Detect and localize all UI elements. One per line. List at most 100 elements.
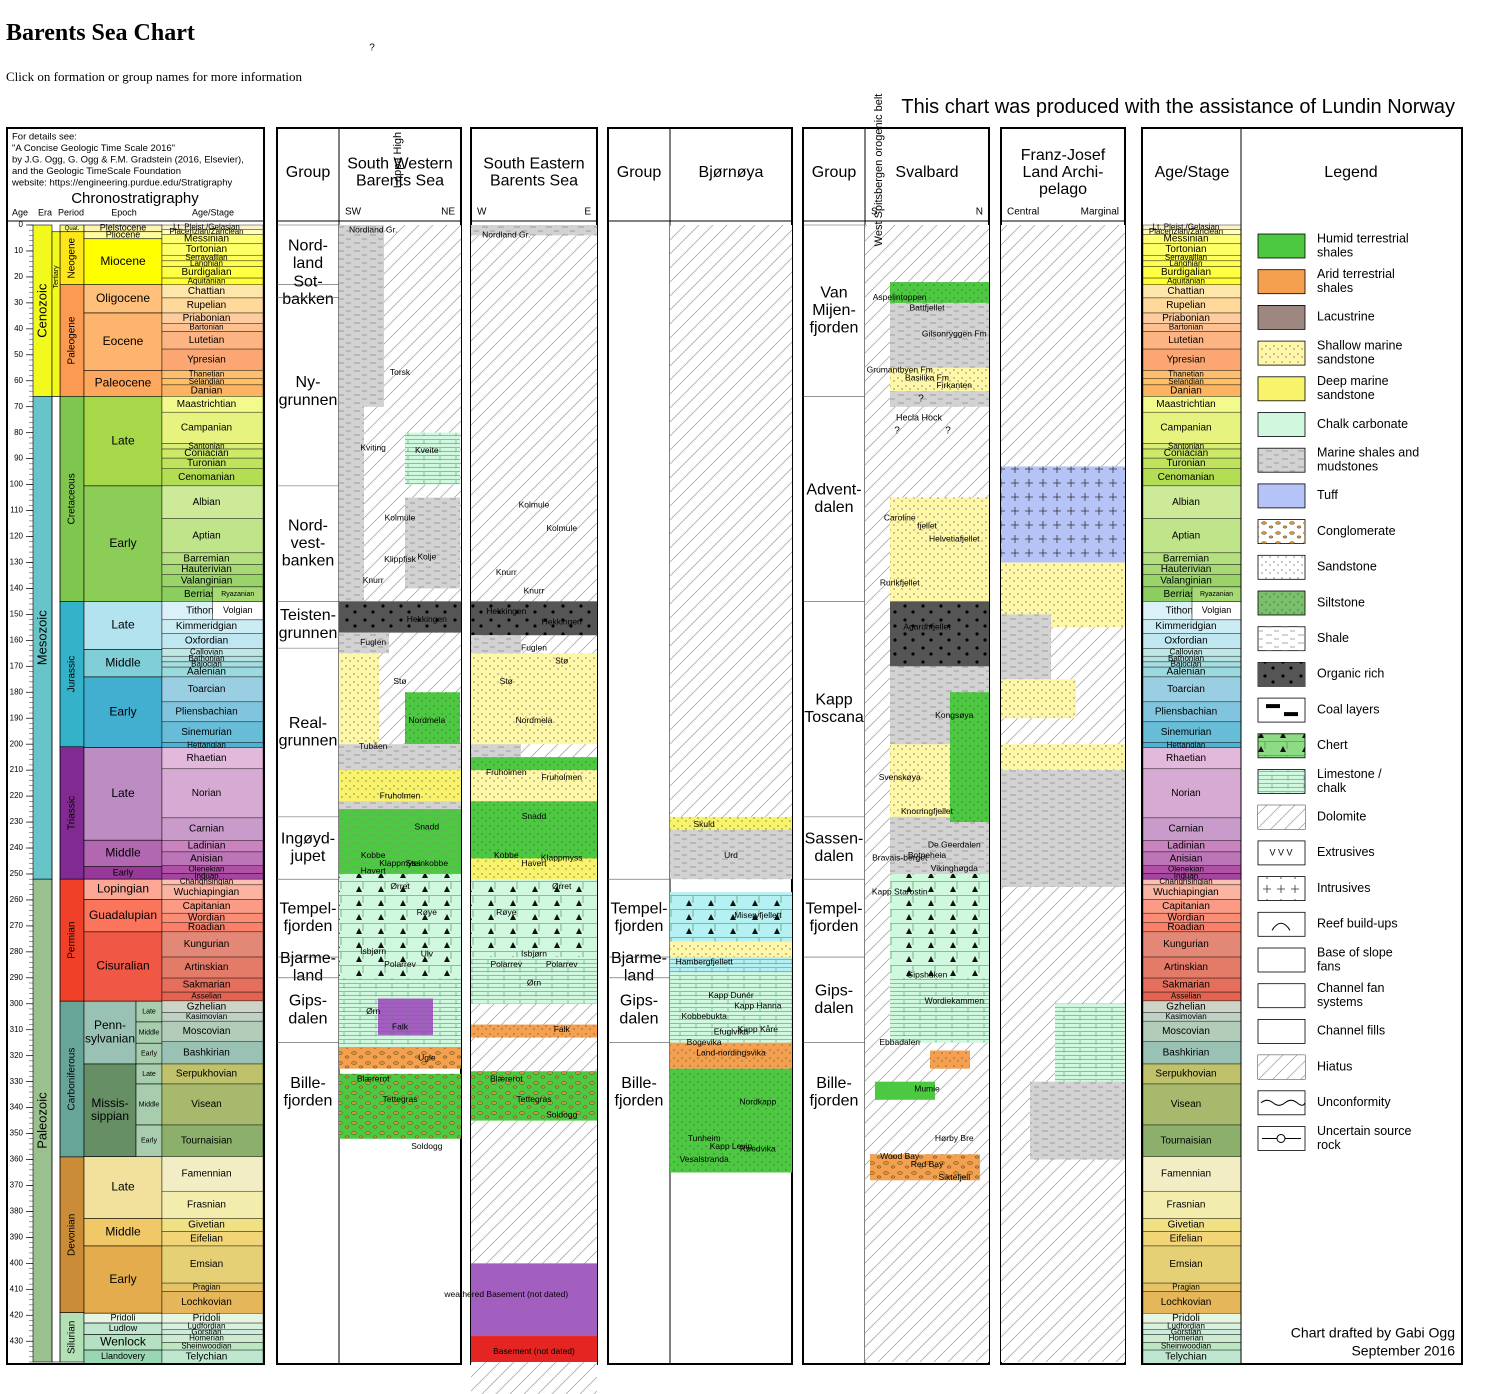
group-name[interactable]: Tempel- [280,901,337,918]
formation-name[interactable]: Kobbe [494,850,519,860]
group-name[interactable]: Advent- [806,481,861,498]
formation-name[interactable]: Tettegras [517,1094,552,1104]
group-name[interactable]: Sot- [293,274,322,291]
formation-name[interactable]: Mumie [914,1084,940,1094]
formation-name[interactable]: Kobbebukta [681,1011,727,1021]
formation-name[interactable]: Fuglen [360,637,386,647]
formation-name[interactable]: Ørret [552,881,572,891]
group-name[interactable]: Tempel- [611,901,668,918]
group-name[interactable]: fjorden [284,918,333,935]
formation-name[interactable]: Klappmyss [379,858,421,868]
formation-name[interactable]: Ebbadalen [879,1037,920,1047]
formation-name[interactable]: Røye [496,907,517,917]
formation-name[interactable]: Kobbe [361,850,386,860]
formation-name[interactable]: Basement (not dated) [493,1346,575,1356]
group-name[interactable]: dalen [814,1000,853,1017]
formation-name[interactable]: Urd [724,850,738,860]
formation-name[interactable]: Falk [554,1024,571,1034]
group-name[interactable]: land [624,967,654,984]
group-name[interactable]: vest- [291,535,326,552]
formation-name[interactable]: Havert [521,858,547,868]
formation-name[interactable]: Klappmyss [541,853,583,863]
group-name[interactable]: Ingøyd- [281,830,335,847]
formation-name[interactable]: Ugle [418,1053,436,1063]
group-name[interactable]: Gips- [620,993,658,1010]
group-name[interactable]: Gips- [289,993,327,1010]
formation-name[interactable]: Fruholmen [380,790,421,800]
formation-name[interactable]: Falk [392,1021,409,1031]
group-name[interactable]: Van [820,284,847,301]
formation-name[interactable]: Knorringfjellet [901,806,954,816]
formation-name[interactable]: Klippfisk [384,554,416,564]
formation-name[interactable]: Kapp Kåre [738,1024,778,1034]
formation-name[interactable]: Fruholmen [486,767,527,777]
group-name[interactable]: Sassen- [805,830,864,847]
group-name[interactable]: Tempel- [806,901,863,918]
formation-name[interactable]: Tettegras [383,1094,418,1104]
group-name[interactable]: jupet [290,848,326,865]
formation-name[interactable]: Isbjørn [360,946,386,956]
formation-name[interactable]: Kolmule [385,513,416,523]
group-name[interactable]: Toscana [804,709,864,726]
formation-name[interactable]: Kapp Dunér [708,990,754,1000]
formation-name[interactable]: Stø [555,655,568,665]
formation-name[interactable]: Rurikfjellet [880,577,920,587]
formation-name[interactable]: Land-nordingsvika [696,1047,766,1057]
formation-name[interactable]: Kviting [360,442,386,452]
formation-name[interactable]: Ørn [366,1006,380,1016]
formation-name[interactable]: Soldogg [411,1141,442,1151]
formation-name[interactable]: Caroline [884,513,916,523]
group-name[interactable]: grunnen [279,625,338,642]
formation-name[interactable]: Ulv [421,949,434,959]
formation-name[interactable]: Agardhfjellet [903,622,951,632]
group-name[interactable]: fjorden [810,1093,859,1110]
formation-name[interactable]: Siktefjell [938,1172,970,1182]
formation-name[interactable]: Havert [361,866,387,876]
formation-name[interactable]: Steinkobbe [406,858,449,868]
formation-name[interactable]: Red Bay [911,1159,944,1169]
formation-name[interactable]: Kongsøya [935,710,974,720]
group-name[interactable]: Nord- [288,517,328,534]
formation-name[interactable]: Nordland Gr. [482,230,530,240]
formation-name[interactable]: Knurr [363,575,384,585]
formation-name[interactable]: Røye [417,907,438,917]
formation-name[interactable]: Tubåen [359,741,388,751]
formation-name[interactable]: Fuglen [521,642,547,652]
formation-name[interactable]: Wordiekammen [925,995,985,1005]
formation-name[interactable]: Blærerot [357,1073,390,1083]
formation-name[interactable]: Botneheia [908,850,947,860]
formation-name[interactable]: Kapp Starostin [872,886,928,896]
formation-name[interactable]: Polarrev [546,959,578,969]
group-name[interactable]: Nord- [288,237,328,254]
group-name[interactable]: bakken [282,291,334,308]
formation-name[interactable]: Svenskøya [879,772,921,782]
formation-name[interactable]: Aspelintoppen [873,292,927,302]
formation-name[interactable]: Torsk [390,367,411,377]
formation-name[interactable]: Nordkapp [739,1097,776,1107]
group-name[interactable]: dalen [814,848,853,865]
group-name[interactable]: fjorden [615,1093,664,1110]
formation-name[interactable]: Ørret [390,881,410,891]
group-name[interactable]: Bjarme- [280,950,336,967]
formation-name[interactable]: Basilika Fm [905,372,949,382]
formation-name[interactable]: Efuglvika [714,1027,749,1037]
formation-name[interactable]: Vikinghøgda [931,863,978,873]
formation-name[interactable]: Kolmule [519,500,550,510]
formation-name[interactable]: Kolje [417,552,436,562]
formation-name[interactable]: Polarrev [490,959,522,969]
formation-name[interactable]: Kapp Hanna [734,1001,782,1011]
group-name[interactable]: Bjarme- [611,950,667,967]
formation-name[interactable]: Ørn [527,977,541,987]
formation-name[interactable]: Grumantbyen Fm [867,365,933,375]
formation-name[interactable]: Kveite [415,445,439,455]
formation-name[interactable]: Gilsonryggen Fm [922,328,987,338]
formation-name[interactable]: Hekkingen [486,606,526,616]
group-name[interactable]: grunnen [279,392,338,409]
formation-name[interactable]: fjellet [917,520,937,530]
formation-name[interactable]: Stø [500,676,513,686]
formation-name[interactable]: Gipshuken [907,969,948,979]
formation-name[interactable]: Polarrev [384,959,416,969]
formation-name[interactable]: Isbjørn [521,949,547,959]
formation-name[interactable]: Fruholmen [541,772,582,782]
formation-name[interactable]: Hekkingen [542,616,582,626]
